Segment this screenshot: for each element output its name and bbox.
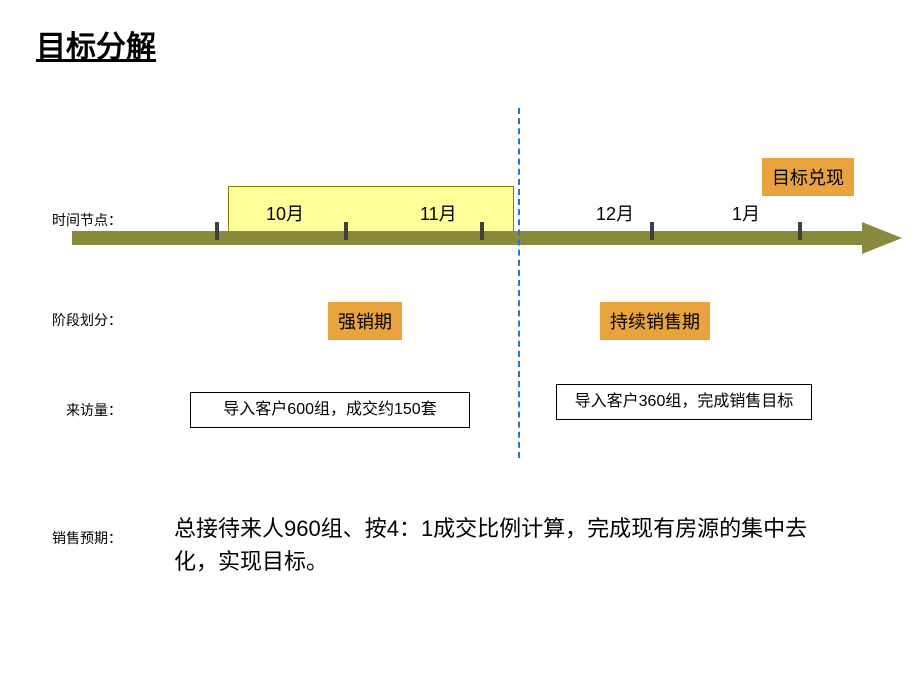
- tick-4: [650, 222, 654, 240]
- tick-5: [798, 222, 802, 240]
- forecast-text: 总接待来人960组、按4：1成交比例计算，完成现有房源的集中去化，实现目标。: [174, 512, 814, 578]
- label-phase: 阶段划分：: [52, 310, 122, 330]
- phase-divider: [518, 108, 520, 458]
- timeline-arrow: [72, 218, 902, 258]
- badge-goal: 目标兑现: [762, 158, 854, 196]
- label-visits: 来访量：: [66, 400, 122, 420]
- visit-box-2: 导入客户360组，完成销售目标: [556, 384, 812, 420]
- tick-2: [344, 222, 348, 240]
- tick-3: [480, 222, 484, 240]
- tick-1: [215, 222, 219, 240]
- visit-box-1: 导入客户600组，成交约150套: [190, 392, 470, 428]
- slide-title: 目标分解: [36, 22, 156, 66]
- badge-phase-1: 强销期: [328, 302, 402, 340]
- badge-phase-2: 持续销售期: [600, 302, 710, 340]
- label-forecast: 销售预期：: [52, 528, 122, 548]
